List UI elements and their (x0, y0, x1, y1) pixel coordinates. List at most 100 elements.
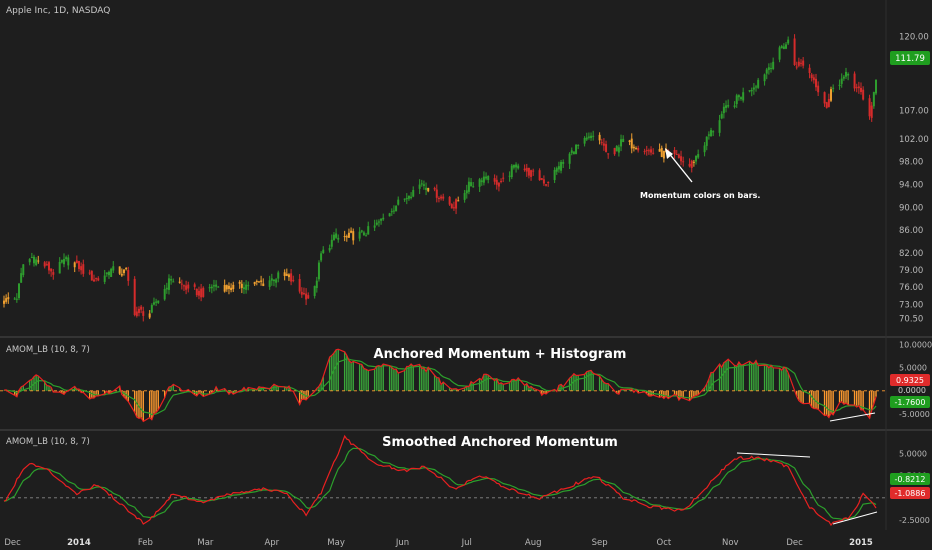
momentum-histogram-bar (676, 390, 678, 396)
price-candle-body (330, 239, 333, 247)
momentum-histogram-bar (845, 390, 847, 404)
price-candle-body (862, 89, 865, 100)
price-candle-body (647, 150, 650, 152)
price-candle-body (88, 272, 91, 274)
momentum-histogram-bar (348, 360, 350, 391)
momentum-histogram-bar (541, 390, 543, 396)
price-candle-body (165, 287, 168, 290)
price-tick-label: 120.00 (899, 32, 929, 42)
price-candle-body (163, 289, 166, 300)
price-candle-body (442, 196, 445, 199)
momentum-histogram-bar (388, 365, 391, 391)
price-candle-body (767, 67, 770, 70)
momentum-histogram-bar (16, 390, 18, 397)
momentum-histogram-bar (543, 390, 545, 394)
momentum-histogram-bar (601, 379, 603, 391)
momentum-histogram-bar (598, 375, 601, 391)
momentum-histogram-bar (787, 372, 789, 391)
price-candle-body (437, 197, 440, 199)
price-candle-body (808, 67, 811, 74)
momentum-histogram-bar (91, 390, 93, 398)
price-candle-body (465, 190, 468, 194)
momentum-histogram-bar (350, 362, 352, 391)
price-candle-body (735, 95, 738, 105)
price-candle-body (540, 178, 543, 180)
momentum-histogram-bar (48, 385, 50, 391)
last-price-label: 111.79 (895, 54, 925, 64)
price-tick-label: 90.00 (899, 203, 923, 213)
price-candle-body (298, 279, 301, 292)
time-tick-label: May (327, 538, 345, 548)
time-axis[interactable]: Dec 2014 Feb Mar Apr May Jun Jul Aug Sep Oct Nov Dec… (4, 538, 873, 548)
price-candle-body (583, 137, 586, 144)
price-candle-body (872, 92, 875, 107)
price-candles[interactable] (3, 34, 877, 322)
price-candle-body (750, 89, 753, 92)
momentum-histogram-bar (363, 368, 365, 391)
price-candle-body (510, 165, 513, 178)
momentum-histogram-bar (798, 390, 800, 401)
price-candle-body (65, 257, 68, 260)
price-candle-body (335, 233, 338, 238)
momentum-histogram-bar (868, 390, 871, 419)
price-candle-body (307, 295, 310, 299)
price-candle-body (570, 150, 573, 153)
momentum-histogram-bar (423, 368, 425, 391)
smoothed-indicator-label[interactable]: AMOM_LB (10, 8, 7) (6, 437, 90, 447)
momentum-histogram-bar (228, 390, 230, 395)
momentum-tick-label: 5.0000 (899, 364, 927, 373)
momentum-histogram-bar (142, 390, 144, 422)
momentum-histogram-bar (50, 387, 52, 391)
price-candle-body (127, 270, 130, 281)
price-candle-body (457, 200, 460, 202)
momentum-histogram-bar (262, 387, 264, 391)
price-candle-body (103, 275, 106, 282)
price-candle-body (390, 211, 393, 213)
momentum-histogram-bar (695, 390, 697, 396)
price-candle-body (22, 264, 25, 275)
momentum-histogram-bar (691, 390, 693, 399)
momentum-histogram-bar (871, 390, 873, 411)
price-candle-body (585, 137, 588, 140)
time-tick-label: 2015 (849, 538, 873, 548)
momentum-indicator-label[interactable]: AMOM_LB (10, 8, 7) (6, 345, 90, 355)
momentum-histogram-bar (391, 367, 393, 391)
price-candle-body (860, 87, 863, 92)
momentum-histogram-bar (493, 380, 496, 391)
smoothed-tick-label: 5.0000 (899, 449, 927, 458)
price-candle-body (180, 283, 183, 285)
momentum-axis[interactable]: 10.0000 5.0000 -5.0000 (899, 340, 932, 419)
price-candle-body (337, 237, 340, 240)
momentum-histogram-bar (215, 386, 217, 391)
momentum-histogram-bar (823, 390, 826, 416)
momentum-histogram-bar (500, 382, 502, 391)
price-candle-body (485, 176, 488, 179)
momentum-histogram-bar (532, 388, 534, 391)
momentum-histogram-bar (31, 379, 33, 391)
price-candle-body (480, 180, 483, 183)
momentum-histogram-bar (841, 390, 843, 402)
price-candle-body (362, 232, 365, 236)
momentum-histogram-bar (727, 359, 729, 391)
price-candle-body (227, 285, 230, 289)
momentum-histogram-bar (283, 386, 286, 391)
price-candle-body (140, 306, 143, 310)
momentum-histogram-bar (811, 390, 813, 408)
price-candle-body (167, 278, 170, 290)
momentum-histogram-bar (343, 351, 346, 391)
momentum-histogram-bar (763, 365, 766, 391)
symbol-title[interactable]: Apple Inc, 1D, NASDAQ (6, 6, 110, 16)
price-candle-body (560, 161, 563, 171)
price-candle-body (82, 264, 85, 274)
price-candle-body (433, 188, 436, 190)
price-candle-body (105, 272, 108, 275)
price-candle-body (637, 147, 640, 151)
price-candle-body (827, 98, 830, 107)
momentum-histogram-bar (393, 369, 395, 391)
momentum-histogram-bar (337, 349, 339, 391)
price-candle-body (782, 46, 785, 50)
momentum-histogram-bar (622, 389, 624, 391)
momentum-histogram-bar (858, 390, 860, 406)
price-candle-body (90, 271, 93, 281)
momentum-histogram-bar (22, 385, 24, 391)
